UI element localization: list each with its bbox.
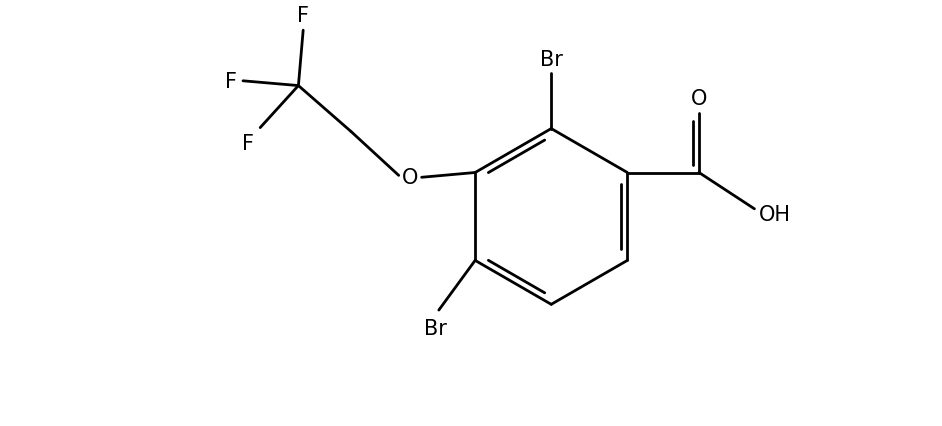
Text: Br: Br [424,318,447,338]
Text: F: F [297,6,309,26]
Text: OH: OH [759,204,791,224]
Text: Br: Br [540,50,562,70]
Text: O: O [690,88,707,108]
Text: F: F [242,134,254,154]
Text: O: O [402,168,418,188]
Text: F: F [225,72,237,92]
